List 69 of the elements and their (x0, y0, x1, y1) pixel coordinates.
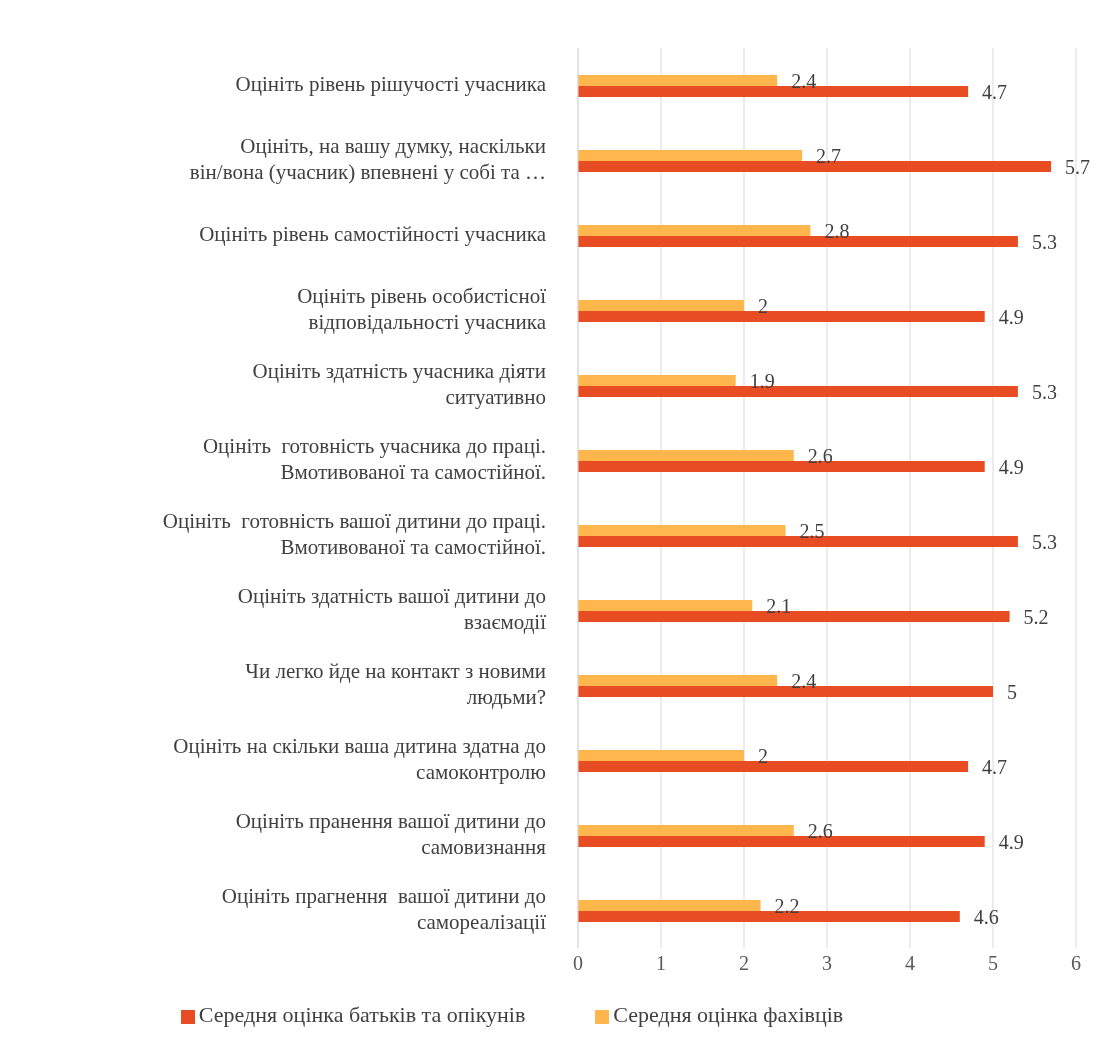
data-label: 2.5 (799, 519, 825, 542)
data-label: 2 (758, 294, 768, 317)
x-tick-label: 2 (739, 952, 749, 975)
data-label: 2.6 (807, 444, 833, 467)
data-label: 5 (1007, 680, 1017, 703)
bar (578, 836, 985, 847)
data-label: 2.4 (791, 69, 817, 92)
bar (578, 375, 736, 386)
data-label: 5.3 (1031, 530, 1057, 553)
data-label: 5.2 (1023, 605, 1049, 628)
data-label: 2.8 (824, 219, 850, 242)
y-tick-label: Оцініть рівень рішучості учасника (235, 71, 547, 96)
bar (578, 311, 985, 322)
bar (578, 461, 985, 472)
bar (578, 825, 794, 836)
x-tick-label: 1 (656, 952, 666, 975)
y-tick-label: Оцініть готовність вашої дитини до праці. Вмотивованої та самостійної. (162, 508, 546, 559)
y-tick-label: Оцініть готовність учасника до праці. Вмотивованої та самостійної. (202, 433, 546, 484)
y-tick-label: Оцініть, на вашу думку, наскільки він/вона (учасник) впевнені у собі та … (189, 133, 546, 184)
bar (578, 236, 1018, 247)
data-label: 2.7 (816, 144, 842, 167)
bar (578, 450, 794, 461)
y-tick-label: Оцініть рівень особистісної відповідальності учасника (297, 283, 547, 334)
bar (578, 525, 786, 536)
data-label: 2.4 (791, 669, 817, 692)
y-tick-label: Оцініть здатність вашої дитини до взаємодії (237, 583, 547, 634)
bar (578, 225, 811, 236)
data-label: 4.7 (982, 755, 1008, 778)
data-label: 4.6 (973, 905, 999, 928)
bar (578, 750, 744, 761)
data-label: 1.9 (749, 369, 775, 392)
data-label: 5.7 (1065, 155, 1091, 178)
bar (578, 761, 969, 772)
bar (578, 911, 960, 922)
bar (578, 611, 1010, 622)
data-label: 4.7 (982, 80, 1008, 103)
y-tick-label: Оцініть на скільки ваша дитина здатна до самоконтролю (173, 733, 546, 784)
x-tick-label: 4 (905, 952, 915, 975)
y-tick-label: Оцініть пранення вашої дитини до самовизнання (235, 808, 547, 859)
data-label: 4.9 (998, 305, 1024, 328)
bar (578, 900, 761, 911)
bar (578, 686, 993, 697)
data-label: 4.9 (998, 455, 1024, 478)
y-tick-label: Оцініть рівень самостійності учасника (199, 221, 547, 246)
legend-label: Середня оцінка батьків та опікунів (198, 1002, 526, 1027)
x-tick-label: 6 (1071, 952, 1081, 975)
y-tick-label: Оцініть прагнення вашої дитини до самореалізації (221, 883, 547, 934)
data-label: 2.1 (766, 594, 792, 617)
data-label: 2 (758, 744, 768, 767)
legend-label: Середня оцінка фахівців (613, 1002, 844, 1027)
y-tick-label: Чи легко йде на контакт з новими людьми? (245, 658, 546, 709)
data-label: 2.2 (774, 894, 800, 917)
bar (578, 386, 1018, 397)
bar (578, 300, 744, 311)
bar (578, 675, 778, 686)
bar (578, 161, 1052, 172)
data-label: 2.6 (807, 819, 833, 842)
data-label: 4.9 (998, 830, 1024, 853)
bar (578, 86, 969, 97)
data-label: 5.3 (1031, 380, 1057, 403)
data-label: 5.3 (1031, 230, 1057, 253)
x-tick-label: 3 (822, 952, 832, 975)
bar (578, 536, 1018, 547)
y-tick-label: Оцініть здатність учасника діяти ситуативно (252, 358, 546, 409)
x-tick-label: 0 (573, 952, 583, 975)
bar (578, 600, 753, 611)
bar (578, 75, 778, 86)
x-tick-label: 5 (988, 952, 998, 975)
bar (578, 150, 803, 161)
